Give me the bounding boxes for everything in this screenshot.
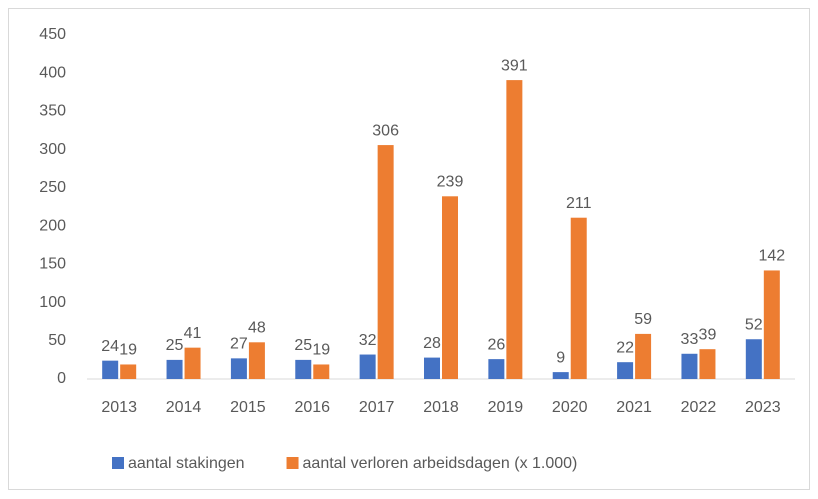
- x-tick-label: 2021: [616, 399, 652, 416]
- data-label: 239: [437, 174, 464, 191]
- bar: [442, 196, 458, 379]
- y-tick-label: 400: [39, 64, 66, 81]
- bar: [617, 362, 634, 379]
- data-label: 52: [745, 316, 763, 333]
- data-label: 391: [501, 57, 528, 74]
- bar: [184, 347, 201, 379]
- data-label: 24: [101, 338, 119, 355]
- y-tick-label: 350: [39, 103, 66, 120]
- legend-label: aantal stakingen: [128, 455, 245, 472]
- data-label: 22: [616, 339, 634, 356]
- bar: [488, 359, 505, 379]
- data-label: 32: [359, 332, 377, 349]
- legend-swatch: [112, 457, 124, 469]
- data-label: 306: [372, 122, 399, 139]
- bar: [552, 372, 569, 379]
- data-label: 26: [487, 336, 505, 353]
- data-label: 9: [556, 349, 565, 366]
- data-label: 27: [230, 336, 248, 353]
- y-tick-label: 300: [39, 141, 66, 158]
- bar: [763, 270, 780, 379]
- bar: [359, 354, 376, 379]
- y-tick-label: 250: [39, 179, 66, 196]
- bar: [699, 349, 716, 379]
- bar: [681, 353, 698, 379]
- data-label: 19: [312, 342, 330, 359]
- bar: [635, 333, 652, 379]
- x-tick-label: 2022: [681, 399, 717, 416]
- bar: [120, 364, 137, 379]
- bar: [424, 357, 440, 379]
- x-tick-label: 2023: [745, 399, 781, 416]
- y-tick-label: 100: [39, 294, 66, 311]
- legend-swatch: [286, 457, 299, 469]
- bar: [745, 339, 762, 379]
- bar: [506, 80, 523, 379]
- data-label: 39: [699, 326, 717, 343]
- data-label: 142: [758, 248, 785, 265]
- data-label: 59: [634, 311, 652, 328]
- bar: [230, 358, 247, 379]
- x-tick-label: 2013: [101, 399, 137, 416]
- bar: [166, 359, 183, 379]
- data-label: 33: [681, 331, 699, 348]
- x-tick-label: 2018: [423, 399, 459, 416]
- y-tick-label: 0: [57, 370, 66, 387]
- x-tick-label: 2015: [230, 399, 266, 416]
- bar: [377, 145, 394, 379]
- data-label: 28: [423, 335, 441, 352]
- x-tick-label: 2019: [488, 399, 524, 416]
- data-label: 48: [248, 320, 266, 337]
- data-label: 19: [119, 342, 137, 359]
- bar: [570, 217, 587, 379]
- bar: [248, 342, 265, 379]
- y-tick-label: 50: [48, 332, 66, 349]
- bar: [313, 364, 330, 379]
- data-label: 211: [566, 195, 592, 212]
- legend-label: aantal verloren arbeidsdagen (x 1.000): [303, 455, 578, 472]
- x-tick-label: 2016: [294, 399, 330, 416]
- x-tick-label: 2014: [166, 399, 202, 416]
- x-tick-label: 2020: [552, 399, 588, 416]
- bar: [102, 360, 119, 379]
- y-tick-label: 200: [39, 217, 66, 234]
- y-tick-label: 450: [39, 26, 66, 43]
- x-tick-label: 2017: [359, 399, 395, 416]
- bar: [295, 359, 312, 379]
- data-label: 25: [166, 337, 184, 354]
- y-tick-label: 150: [39, 256, 66, 273]
- data-label: 25: [294, 337, 312, 354]
- data-label: 41: [184, 325, 202, 342]
- chart-frame: [8, 8, 810, 490]
